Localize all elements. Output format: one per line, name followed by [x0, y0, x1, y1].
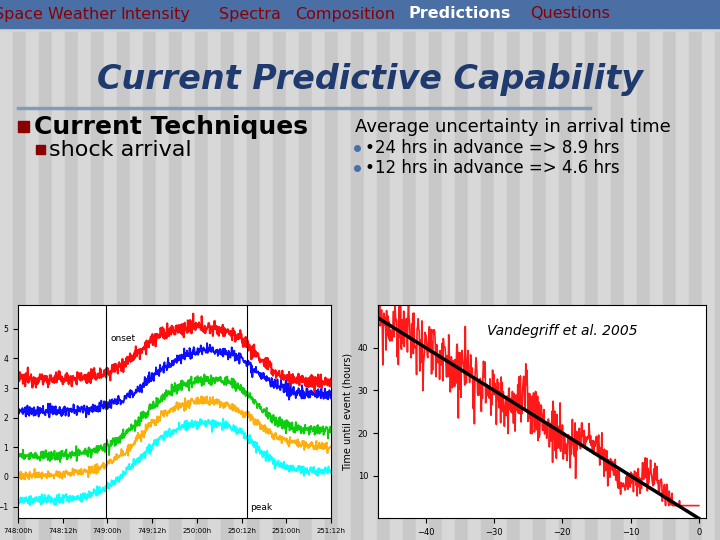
Bar	[143, 32, 156, 540]
Y-axis label: Time until event (hours): Time until event (hours)	[342, 353, 352, 471]
Bar	[416, 32, 429, 540]
Bar	[338, 32, 351, 540]
Bar	[403, 32, 416, 540]
Bar	[377, 32, 390, 540]
Bar	[364, 32, 377, 540]
Text: peak: peak	[250, 503, 272, 511]
Text: Average uncertainty in arrival time: Average uncertainty in arrival time	[355, 118, 671, 136]
Bar	[455, 32, 468, 540]
Bar	[429, 32, 442, 540]
Text: •24 hrs in advance => 8.9 hrs: •24 hrs in advance => 8.9 hrs	[365, 139, 619, 157]
Bar	[598, 32, 611, 540]
Bar	[36, 145, 45, 154]
Bar	[260, 32, 273, 540]
Bar	[26, 32, 39, 540]
Text: Composition: Composition	[295, 6, 395, 22]
Bar	[689, 32, 702, 540]
Bar	[481, 32, 494, 540]
Bar	[494, 32, 507, 540]
Bar	[156, 32, 169, 540]
Bar	[312, 32, 325, 540]
Bar	[18, 121, 29, 132]
Bar	[91, 32, 104, 540]
Bar	[234, 32, 247, 540]
Bar	[104, 32, 117, 540]
Bar	[117, 32, 130, 540]
Bar	[559, 32, 572, 540]
Text: Spectra: Spectra	[219, 6, 281, 22]
Bar	[13, 32, 26, 540]
Bar	[676, 32, 689, 540]
Bar	[650, 32, 663, 540]
Text: Predictions: Predictions	[409, 6, 511, 22]
Bar	[442, 32, 455, 540]
Bar	[130, 32, 143, 540]
Bar	[585, 32, 598, 540]
Bar	[507, 32, 520, 540]
Bar	[325, 32, 338, 540]
Bar	[195, 32, 208, 540]
Bar	[468, 32, 481, 540]
Bar	[572, 32, 585, 540]
Text: Intensity: Intensity	[120, 6, 190, 22]
Bar	[78, 32, 91, 540]
Bar	[663, 32, 676, 540]
Bar	[0, 0, 720, 28]
Bar	[533, 32, 546, 540]
Text: Vandegriff et al. 2005: Vandegriff et al. 2005	[487, 324, 638, 338]
Bar	[299, 32, 312, 540]
Bar	[520, 32, 533, 540]
Text: Space Weather: Space Weather	[0, 6, 116, 22]
Text: •12 hrs in advance => 4.6 hrs: •12 hrs in advance => 4.6 hrs	[365, 159, 620, 177]
Text: Current Predictive Capability: Current Predictive Capability	[97, 64, 643, 97]
Bar	[611, 32, 624, 540]
Bar	[546, 32, 559, 540]
Bar	[52, 32, 65, 540]
Bar	[0, 32, 13, 540]
Bar	[182, 32, 195, 540]
Text: Current Techniques: Current Techniques	[34, 115, 308, 139]
Bar	[624, 32, 637, 540]
Text: onset: onset	[110, 334, 135, 343]
Bar	[715, 32, 720, 540]
Bar	[702, 32, 715, 540]
Bar	[247, 32, 260, 540]
Bar	[286, 32, 299, 540]
Bar	[208, 32, 221, 540]
Text: Questions: Questions	[530, 6, 610, 22]
Bar	[273, 32, 286, 540]
Text: shock arrival: shock arrival	[49, 140, 192, 160]
Bar	[39, 32, 52, 540]
Bar	[351, 32, 364, 540]
Bar	[221, 32, 234, 540]
Bar	[65, 32, 78, 540]
Bar	[169, 32, 182, 540]
Bar	[637, 32, 650, 540]
Bar	[390, 32, 403, 540]
